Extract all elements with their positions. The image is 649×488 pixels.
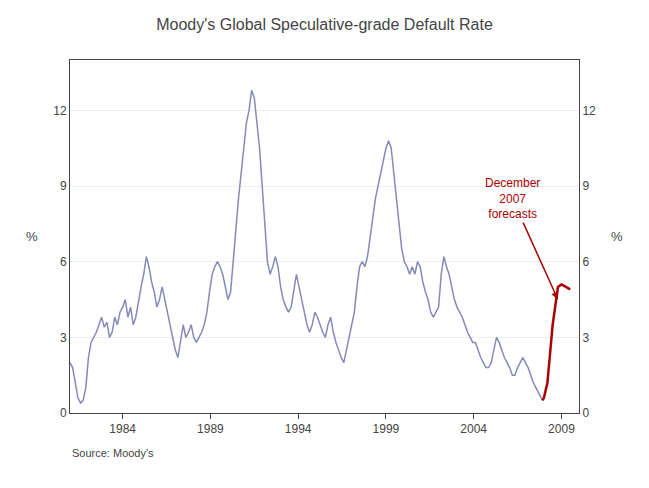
svg-text:December2007forecasts: December2007forecasts: [485, 176, 540, 221]
svg-text:2009: 2009: [548, 422, 575, 436]
svg-text:Source: Moody's: Source: Moody's: [72, 447, 154, 459]
svg-text:0: 0: [582, 406, 589, 420]
svg-text:0: 0: [60, 406, 67, 420]
svg-text:3: 3: [582, 331, 589, 345]
svg-text:2004: 2004: [460, 422, 487, 436]
svg-text:1999: 1999: [373, 422, 400, 436]
svg-text:3: 3: [60, 331, 67, 345]
svg-text:1984: 1984: [109, 422, 136, 436]
svg-text:%: %: [26, 229, 38, 244]
svg-text:12: 12: [582, 104, 596, 118]
svg-text:12: 12: [53, 104, 67, 118]
svg-text:9: 9: [582, 179, 589, 193]
svg-text:6: 6: [60, 255, 67, 269]
svg-text:6: 6: [582, 255, 589, 269]
svg-text:1989: 1989: [197, 422, 224, 436]
svg-text:9: 9: [60, 179, 67, 193]
svg-text:1994: 1994: [285, 422, 312, 436]
svg-text:Moody's Global Speculative-gra: Moody's Global Speculative-grade Default…: [156, 16, 493, 33]
svg-text:%: %: [611, 229, 623, 244]
